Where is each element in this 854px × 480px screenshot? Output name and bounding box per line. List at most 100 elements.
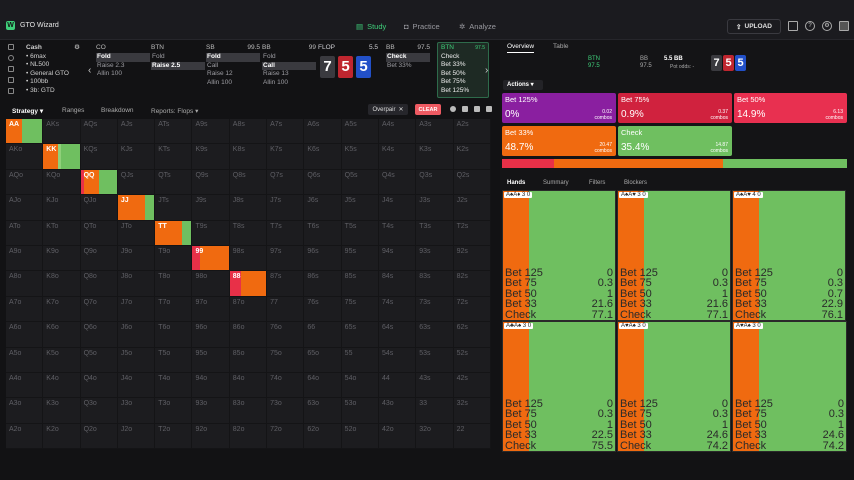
action-option[interactable]: Bet 125% xyxy=(441,86,470,94)
hand-cell[interactable]: QTs xyxy=(155,169,193,196)
hand-cell[interactable]: ATo xyxy=(6,220,44,246)
hand-cell[interactable]: 86o xyxy=(229,322,268,348)
hand-cell[interactable]: T6s xyxy=(304,220,342,246)
hand-cell[interactable]: AJs xyxy=(117,119,156,145)
tab-blockers[interactable]: Blockers xyxy=(624,180,648,186)
hand-cell[interactable]: 84o xyxy=(229,372,268,399)
hand-cell[interactable]: 72o xyxy=(267,423,305,450)
hand-cell[interactable]: 95o xyxy=(192,347,230,373)
hand-cell[interactable]: 95s xyxy=(341,245,379,272)
view-mode-icon[interactable] xyxy=(450,106,456,112)
action-option[interactable]: Check xyxy=(441,52,460,60)
hand-cell[interactable]: A9s xyxy=(192,119,230,145)
hand-cell[interactable]: 73s xyxy=(416,296,454,323)
hand-cell[interactable]: T9o xyxy=(155,245,193,272)
hand-card[interactable]: A♥A♠ 3 0 Bet 125 0 Bet 75 0.3 Bet 50 1 Bet 33 24… xyxy=(617,321,731,452)
prev-arrow-icon[interactable]: ‹ xyxy=(88,65,92,76)
hand-cell[interactable]: J8s xyxy=(229,195,268,221)
hand-cell[interactable]: 65o xyxy=(304,347,342,373)
hand-cell[interactable]: 54o xyxy=(341,372,379,399)
hand-cell[interactable]: J2o xyxy=(117,423,156,450)
hand-cell[interactable]: Q7s xyxy=(267,169,305,196)
hand-cell[interactable]: 92o xyxy=(192,423,230,450)
clear-button[interactable]: CLEAR xyxy=(415,104,441,115)
hand-cell[interactable]: 66 xyxy=(304,322,342,348)
hand-card[interactable]: A♠A♦ 3 0 Bet 125 0 Bet 75 0.3 Bet 50 1 Bet 33 21… xyxy=(502,190,616,321)
hand-cell[interactable]: 87s xyxy=(267,271,305,297)
hand-cell[interactable]: Q4s xyxy=(378,169,417,196)
tab-breakdown[interactable]: Breakdown xyxy=(101,107,134,114)
tab-ranges[interactable]: Ranges xyxy=(62,107,85,114)
hand-cell[interactable]: 82s xyxy=(453,271,491,297)
action-option[interactable]: Allin 100 xyxy=(263,79,288,87)
hand-cell[interactable]: T3s xyxy=(416,220,454,246)
hand-cell[interactable]: 64s xyxy=(378,322,417,348)
hand-cell[interactable]: K6s xyxy=(304,144,342,170)
action-option[interactable]: Allin 100 xyxy=(97,70,122,78)
hand-cell[interactable]: 97s xyxy=(267,245,305,272)
hand-cell[interactable]: A3s xyxy=(416,119,454,145)
hand-cell[interactable]: T8s xyxy=(229,220,268,246)
hand-cell[interactable]: KQs xyxy=(80,144,118,170)
hand-cell[interactable]: K6o xyxy=(43,322,81,348)
action-option[interactable]: Raise 12 xyxy=(207,70,233,78)
hand-cell[interactable]: J4s xyxy=(378,195,417,221)
hand-cell[interactable]: 83s xyxy=(416,271,454,297)
hand-cell[interactable]: 85o xyxy=(229,347,268,373)
refresh-icon[interactable] xyxy=(8,55,14,61)
hand-cell[interactable]: Q8o xyxy=(80,271,118,297)
hand-cell[interactable]: 86s xyxy=(304,271,342,297)
action-option[interactable]: Fold xyxy=(206,52,260,62)
hand-cell[interactable]: Q8s xyxy=(229,169,268,196)
hand-cell[interactable]: Q3o xyxy=(80,398,118,424)
hand-card[interactable]: A♣A♠ 3 0 Bet 125 0 Bet 75 0.3 Bet 50 1 Bet 33 22… xyxy=(502,321,616,452)
hand-cell[interactable]: 76s xyxy=(304,296,342,323)
hand-cell[interactable]: J4o xyxy=(117,372,156,399)
hand-cell[interactable]: A8o xyxy=(6,271,44,297)
action-option[interactable]: Raise 13 xyxy=(263,70,289,78)
hand-cell[interactable]: 93s xyxy=(416,245,454,272)
tab-summary[interactable]: Summary xyxy=(543,180,569,186)
hand-cell[interactable]: 33 xyxy=(416,398,454,424)
hand-cell[interactable]: 42o xyxy=(378,423,417,450)
hand-cell[interactable]: 62s xyxy=(453,322,491,348)
hand-cell[interactable]: J5s xyxy=(341,195,379,221)
hand-cell[interactable]: 96o xyxy=(192,322,230,348)
hand-cell[interactable]: 42s xyxy=(453,372,491,399)
hand-cell[interactable]: K5o xyxy=(43,347,81,373)
hand-cell[interactable]: 64o xyxy=(304,372,342,399)
hand-cell[interactable]: Q5o xyxy=(80,347,118,373)
hand-cell[interactable]: KJs xyxy=(117,144,156,170)
settings-icon[interactable]: ⚙ xyxy=(822,21,832,31)
hand-cell[interactable]: 92s xyxy=(453,245,491,272)
hand-cell[interactable]: Q2s xyxy=(453,169,491,196)
action-option[interactable]: Raise 2.5 xyxy=(151,61,205,71)
list-view-icon[interactable] xyxy=(474,106,480,112)
hand-cell[interactable]: J3o xyxy=(117,398,156,424)
hand-cell[interactable]: 87o xyxy=(229,296,268,323)
hand-cell[interactable]: Q3s xyxy=(416,169,454,196)
hand-cell[interactable]: A2s xyxy=(453,119,491,145)
hand-cell[interactable]: K3s xyxy=(416,144,454,170)
upload-button[interactable]: ⇪ UPLOAD xyxy=(727,19,781,34)
hand-cell[interactable]: A6s xyxy=(304,119,342,145)
hand-cell[interactable]: AQo xyxy=(6,169,44,196)
hand-cell[interactable]: A6o xyxy=(6,322,44,348)
hand-cell[interactable]: Q6o xyxy=(80,322,118,348)
hand-cell[interactable]: 76o xyxy=(267,322,305,348)
hand-cell[interactable]: A8s xyxy=(229,119,268,145)
overpair-filter[interactable]: Overpair ✕ xyxy=(368,104,408,115)
hand-cell[interactable]: JJ xyxy=(117,195,156,221)
hand-cell[interactable]: QJo xyxy=(80,195,118,221)
hand-cell[interactable]: JTo xyxy=(117,220,156,246)
help-icon[interactable]: ? xyxy=(805,21,815,31)
hand-cell[interactable]: AA xyxy=(6,119,44,145)
hand-cell[interactable]: 22 xyxy=(453,423,491,450)
hand-cell[interactable]: 98o xyxy=(192,271,230,297)
hand-cell[interactable]: T3o xyxy=(155,398,193,424)
hand-cell[interactable]: J8o xyxy=(117,271,156,297)
action-box-bet33[interactable]: Bet 33% 48.7% 20.47 combos xyxy=(502,126,616,156)
hand-cell[interactable]: K4o xyxy=(43,372,81,399)
hand-cell[interactable]: 99 xyxy=(192,245,230,272)
screenshot-icon[interactable] xyxy=(788,21,798,31)
